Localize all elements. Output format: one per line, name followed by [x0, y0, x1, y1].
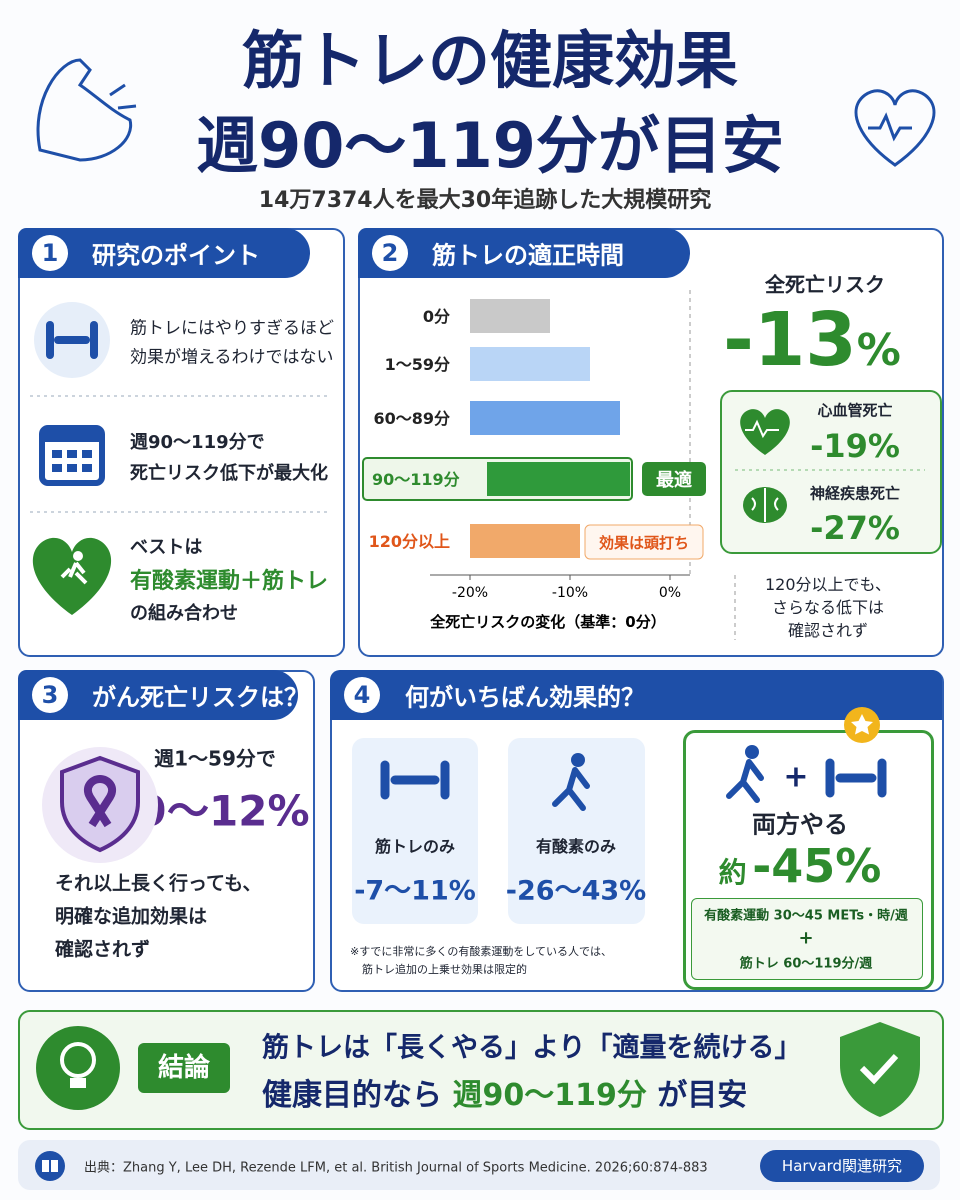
note: それ以上長く行っても、 — [55, 872, 262, 895]
risk-label: 全死亡リスク — [765, 272, 885, 297]
category-label: 60〜89分 — [373, 409, 450, 428]
x-tick-label: 0% — [659, 585, 681, 601]
section1-icons — [30, 302, 330, 615]
detail: 筋トレ 60〜119分/週 — [739, 956, 873, 972]
conclusion-text: 筋トレは「長くやる」より「適量を続ける」 — [262, 1032, 802, 1064]
detail-box — [691, 898, 923, 980]
footnote: 筋トレ追加の上乗せ効果は限定的 — [362, 963, 527, 976]
bar-chart: -20% -10% 0% 全死亡リスクの変化（基準：0分） 0分 1〜59分 60〜89分 9… — [362, 299, 706, 631]
card-value: -7〜11% — [354, 875, 476, 907]
sub-risk-value: -19% — [810, 427, 900, 465]
category-label: 0分 — [423, 307, 450, 326]
title: 筋トレの健康効果 — [241, 24, 739, 97]
card — [352, 738, 478, 924]
icon-arm — [36, 58, 137, 162]
x-tick-label: -10% — [552, 585, 588, 601]
section-number: 1 — [32, 235, 68, 271]
source: 出典：Zhang Y, Lee DH, Rezende LFM, et al. … — [84, 1160, 708, 1176]
card-label: 筋トレのみ — [374, 837, 456, 856]
section-number: 4 — [344, 677, 380, 713]
conclusion-label: 結論 — [138, 1043, 230, 1093]
bar — [470, 524, 580, 558]
detail-plus: + — [798, 927, 814, 949]
bar — [470, 299, 550, 333]
plateau-box — [584, 524, 704, 560]
bar — [470, 347, 590, 381]
section-number: 2 — [372, 235, 408, 271]
category-label: 90〜119分 — [372, 470, 460, 489]
icon-heart — [854, 89, 936, 167]
subtitle: 14万7374人を最大30年追跡した大規模研究 — [258, 188, 712, 213]
point-text: 効果が増えるわけではない — [130, 347, 334, 368]
badge: Harvard関連研究 — [760, 1150, 924, 1182]
section2-header — [358, 228, 690, 278]
note: 確認されず — [55, 938, 151, 961]
bar — [470, 401, 620, 435]
highlight: 週90〜119分 — [452, 1078, 647, 1113]
star — [851, 714, 873, 735]
optimal-badge — [642, 462, 706, 496]
point-text: 死亡リスク低下が最大化 — [130, 463, 328, 484]
condition: 週1〜59分で — [154, 746, 276, 771]
category-label: 120分以上 — [369, 532, 450, 551]
sub-risk-label: 神経疾患死亡 — [809, 484, 901, 503]
note: 確認されず — [787, 621, 869, 640]
note: 120分以上でも、 — [764, 575, 892, 594]
point-text: の組み合わせ — [130, 603, 238, 624]
point-text: 週90〜119分で — [130, 432, 265, 453]
best-value: 約 -45% — [719, 839, 882, 893]
card-value: -26〜43% — [505, 875, 647, 907]
section-number: 3 — [32, 677, 68, 713]
detail: 有酸素運動 30〜45 METs・時/週 — [704, 908, 908, 924]
risk-number: -13 — [723, 297, 857, 383]
prefix: 約 — [718, 856, 747, 889]
value: -45% — [752, 839, 882, 893]
point-highlight: 有酸素運動＋筋トレ — [130, 569, 329, 594]
section-title: がん死亡リスクは？ — [92, 683, 308, 712]
text: が目安 — [657, 1078, 748, 1113]
card-label: 両方やる — [752, 810, 848, 839]
plateau-label: 効果は頭打ち — [599, 534, 689, 552]
sub-risk-value: -27% — [810, 509, 900, 547]
sub-risk-label: 心血管死亡 — [817, 401, 893, 420]
conclusion-icons — [36, 1022, 920, 1117]
conclusion-text: 健康目的なら 週90〜119分 が目安 — [262, 1070, 747, 1114]
x-tick-label: -20% — [452, 585, 488, 601]
point-text: ベストは — [130, 537, 203, 558]
point-text: 筋トレにはやりすぎるほど — [130, 318, 334, 339]
section3-icon — [42, 747, 158, 863]
section4-icons — [380, 745, 887, 811]
note: 明確な追加効果は — [55, 905, 208, 928]
section2-icons — [689, 290, 925, 640]
section-title: 筋トレの適正時間 — [432, 241, 624, 270]
section-title: 何がいちばん効果的？ — [405, 683, 645, 712]
bar — [487, 462, 630, 496]
section4-header — [330, 670, 942, 720]
plus: + — [783, 759, 809, 795]
category-label: 1〜59分 — [385, 355, 450, 374]
text: 健康目的なら — [262, 1078, 442, 1113]
optimal-label: 最適 — [656, 469, 692, 491]
section-title: 研究のポイント — [92, 241, 260, 270]
title: 週90〜119分が目安 — [196, 109, 784, 182]
book-icon — [35, 1151, 65, 1181]
risk-value: -13% — [723, 297, 901, 383]
x-axis-label: 全死亡リスクの変化（基準：0分） — [429, 613, 665, 631]
footnote: ※すでに非常に多くの有酸素運動をしている人では、 — [350, 945, 612, 958]
risk-unit: % — [856, 325, 901, 376]
card-label: 有酸素のみ — [535, 837, 617, 856]
note: さらなる低下は — [771, 598, 885, 617]
